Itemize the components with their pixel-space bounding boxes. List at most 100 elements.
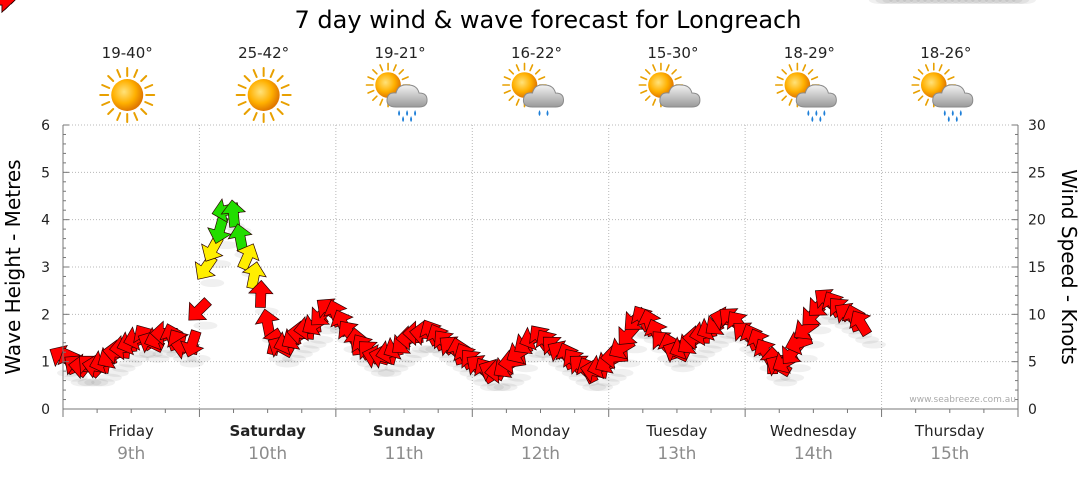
day-date-label: 11th [385, 444, 424, 464]
wind-arrow-shadow [384, 364, 409, 373]
wind-arrow-shadow [268, 354, 293, 363]
partly-cloudy-rain-icon [911, 62, 974, 122]
chart-title: 7 day wind & wave forecast for Longreach [295, 6, 802, 34]
right-axis-label: Wind Speed - Knots [1057, 169, 1080, 365]
wind-arrow-shadow [582, 383, 607, 392]
wind-arrow-shadow [889, 0, 914, 4]
right-tick-label: 0 [1028, 402, 1037, 418]
wind-arrow-shadow [132, 350, 157, 358]
wind-arrow [0, 0, 16, 13]
right-tick-label: 10 [1028, 307, 1046, 323]
wind-arrow-shadow [91, 378, 116, 387]
wind-arrow-shadow [1005, 0, 1030, 4]
partly-cloudy-rain-icon [365, 62, 428, 122]
wind-arrow [849, 310, 873, 338]
wind-arrow-shadow [493, 383, 518, 392]
wind-arrow-shadow [684, 354, 709, 363]
wind-arrow-shadow [275, 359, 300, 368]
temperature-range-label: 18-26° [920, 44, 971, 62]
day-date-label: 12th [521, 444, 560, 464]
wind-arrow-shadow [77, 378, 102, 387]
wind-arrow [179, 329, 205, 358]
wind-arrow-shadow [193, 321, 218, 330]
wind-arrow [220, 199, 247, 228]
wind-arrow-shadow [398, 354, 423, 363]
day-name-label: Friday [108, 422, 154, 440]
temperature-range-label: 18-29° [784, 44, 835, 62]
wind-arrow-shadow [507, 373, 532, 382]
wind-arrow-shadow [950, 0, 975, 4]
left-axis-label: Wave Height - Metres [1, 159, 25, 374]
wind-arrow-shadow [104, 368, 129, 377]
wind-arrow-shadow [609, 368, 634, 377]
wind-arrow-shadow [295, 345, 320, 354]
day-date-label: 14th [794, 444, 833, 464]
wind-arrow-shadow [186, 354, 211, 363]
wind-arrow-shadow [670, 364, 695, 373]
temperature-range-label: 19-21° [375, 44, 426, 62]
day-name-label: Thursday [914, 422, 985, 440]
wind-arrow-shadow [896, 0, 921, 4]
right-tick-label: 25 [1028, 165, 1046, 181]
wind-arrow-shadow [875, 0, 900, 4]
wind-arrow-shadow [418, 345, 443, 354]
wind-arrow-shadow [111, 364, 136, 373]
wind-arrow-shadow [855, 335, 880, 344]
left-tick-label: 6 [41, 118, 50, 134]
wind-arrow-shadow [964, 0, 989, 4]
wind-arrow-shadow [868, 0, 893, 4]
sunny-icon [235, 67, 292, 123]
wind-arrow-shadow [288, 350, 313, 358]
wind-arrow-shadow [971, 0, 996, 4]
left-tick-label: 2 [41, 307, 50, 323]
temperature-range-label: 19-40° [102, 44, 153, 62]
temperature-range-label: 15-30° [647, 44, 698, 62]
day-name-label: Saturday [229, 422, 306, 440]
wind-arrow-shadow [97, 373, 122, 382]
wind-arrow-shadow [152, 350, 177, 358]
wind-arrow-shadow [500, 378, 525, 387]
wind-arrow-shadow [486, 383, 511, 392]
left-tick-label: 0 [41, 402, 50, 418]
wind-arrow-shadow [391, 359, 416, 368]
wind-arrow-shadow [936, 0, 961, 4]
wind-arrow-shadow [977, 0, 1002, 4]
temperature-range-label: 25-42° [238, 44, 289, 62]
watermark: www.seabreeze.com.au [909, 395, 1016, 405]
wind-arrow-shadow [766, 373, 791, 382]
wind-arrow-shadow [943, 0, 968, 4]
left-tick-label: 5 [41, 165, 50, 181]
left-tick-label: 1 [41, 355, 50, 371]
wind-arrow-shadow [118, 359, 143, 368]
wind-arrow-shadow [179, 359, 204, 368]
wind-arrow-shadow [691, 350, 716, 358]
wind-arrow-shadow [309, 335, 334, 344]
wind-arrows [0, 0, 873, 385]
day-name-label: Sunday [373, 422, 436, 440]
right-tick-label: 20 [1028, 213, 1046, 229]
wind-arrow-shadow [1012, 0, 1036, 4]
wind-arrow-shadow [479, 383, 504, 392]
wind-arrow-shadow [316, 326, 341, 335]
wind-arrow-shadow [923, 0, 948, 4]
temperature-range-label: 16-22° [511, 44, 562, 62]
partly-cloudy-icon [638, 62, 701, 108]
day-name-label: Monday [511, 422, 570, 440]
wind-arrow-shadow [698, 345, 723, 354]
day-date-label: 10th [248, 444, 287, 464]
day-name-label: Wednesday [770, 422, 857, 440]
wind-arrow-shadow [589, 383, 614, 392]
wind-arrow-shadow [998, 0, 1023, 4]
right-axis-ticks: 0 5 10 15 20 25 30 [1028, 118, 1046, 418]
day-labels: Friday 9th Saturday 10th Sunday 11th Monday 12t… [108, 422, 984, 464]
left-tick-label: 3 [41, 260, 50, 276]
wind-arrow-shadow [172, 354, 197, 363]
sunny-icon [99, 67, 156, 123]
day-name-label: Tuesday [645, 422, 707, 440]
wind-arrow-shadow [370, 368, 395, 377]
wind-arrow-shadow [70, 378, 95, 387]
right-tick-label: 15 [1028, 260, 1046, 276]
day-date-label: 15th [930, 444, 969, 464]
wind-arrow-shadow [984, 0, 1009, 4]
wind-arrow-shadow [84, 378, 109, 387]
